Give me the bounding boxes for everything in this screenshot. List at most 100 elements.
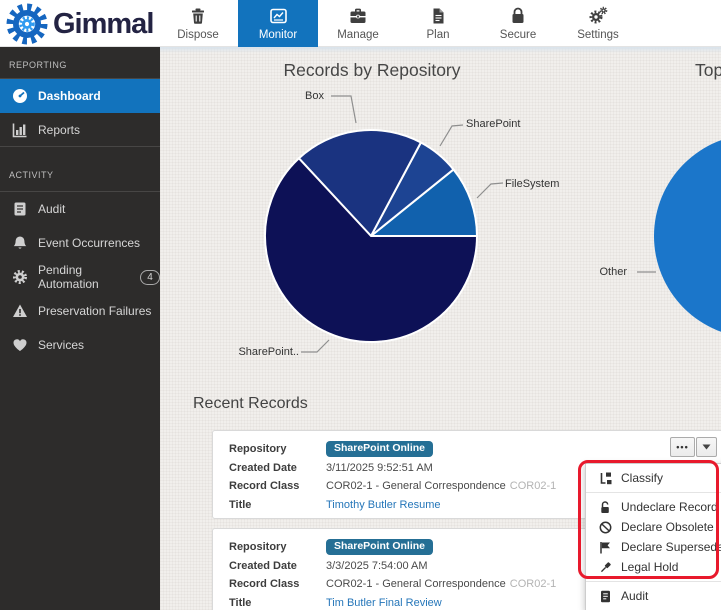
nav-secure[interactable]: Secure — [478, 0, 558, 47]
pie-label-box: Box — [305, 90, 324, 102]
sidebar-item-label: Dashboard — [38, 89, 101, 103]
sidebar-item-pending-automation[interactable]: Pending Automation 4 — [0, 260, 160, 294]
menu-item-legal-hold[interactable]: Legal Hold — [586, 557, 721, 577]
pie-label-sharepoint: SharePoint — [466, 118, 521, 130]
menu-item-declare-obsolete[interactable]: Declare Obsolete — [586, 517, 721, 537]
monitor-icon — [238, 5, 318, 27]
journal-icon — [14, 202, 26, 216]
pie-slice-filesystem[interactable] — [368, 168, 479, 237]
sidebar-section-activity: ACTIVITY — [0, 147, 160, 192]
menu-item-label: Declare Obsolete — [621, 520, 714, 534]
menu-item-undeclare-record[interactable]: Undeclare Record — [586, 497, 721, 517]
sidebar-item-label: Preservation Failures — [38, 304, 152, 318]
menu-item-label: Audit — [621, 589, 649, 603]
gauge-icon — [13, 89, 27, 103]
nav-manage[interactable]: Manage — [318, 0, 398, 47]
menu-item-label: Classify — [621, 471, 664, 485]
record-class-code: COR02-1 — [509, 480, 557, 493]
bell-icon — [13, 236, 27, 249]
heart-icon — [13, 339, 27, 351]
gavel-icon — [600, 561, 611, 572]
field-label: Created Date — [229, 461, 297, 474]
main-content: Records by Repository Top Recent Records… — [160, 47, 721, 610]
menu-item-label: Undeclare Record — [621, 500, 718, 514]
pie-label-leader-line — [476, 182, 504, 199]
pie-label-leader-line — [331, 95, 357, 124]
nav-monitor[interactable]: Monitor — [238, 0, 318, 47]
nav-settings[interactable]: Settings — [558, 0, 638, 47]
sidebar-item-label: Pending Automation — [38, 263, 99, 291]
pie-label-other: Other — [599, 266, 627, 278]
chart-title-records-by-repository: Records by Repository — [283, 60, 461, 80]
sidebar-item-event-occurrences[interactable]: Event Occurrences — [0, 226, 160, 260]
classify-icon — [600, 472, 612, 484]
record-class-value: COR02-1 - General Correspondence — [326, 480, 506, 493]
dropdown-caret-button[interactable] — [696, 437, 717, 457]
pie-slice-other[interactable] — [654, 134, 721, 338]
sidebar-item-reports[interactable]: Reports — [0, 113, 160, 147]
nav-label: Plan — [426, 29, 450, 41]
menu-item-classify[interactable]: Classify — [586, 468, 721, 488]
record-class-code: COR02-1 — [509, 578, 557, 591]
pie-label-sharepoint-: SharePoint.. — [238, 346, 299, 358]
document-icon — [398, 5, 478, 27]
menu-item-audit[interactable]: Audit — [586, 586, 721, 606]
lock-icon — [478, 5, 558, 27]
field-label: Title — [229, 498, 252, 511]
record-title-link[interactable]: Tim Butler Final Review — [326, 596, 442, 609]
sidebar-item-audit[interactable]: Audit — [0, 192, 160, 226]
created-date-value: 3/11/2025 9:52:51 AM — [326, 461, 433, 474]
sidebar-section-reporting: REPORTING — [0, 47, 160, 79]
chart-title-top: Top — [695, 60, 721, 80]
sidebar-item-label: Services — [38, 338, 85, 352]
menu-item-declare-superseded[interactable]: Declare Superseded — [586, 537, 721, 557]
caret-down-icon — [702, 444, 711, 450]
sidebar-item-preservation-failures[interactable]: Preservation Failures — [0, 294, 160, 328]
nav-label: Dispose — [177, 29, 219, 41]
flag-icon — [600, 541, 610, 553]
trash-icon — [158, 5, 238, 27]
field-label: Repository — [229, 541, 287, 554]
pie-slice-box[interactable] — [297, 129, 423, 238]
no-symbol-icon — [599, 521, 612, 533]
menu-separator — [586, 492, 721, 493]
nav-label: Settings — [577, 29, 619, 41]
menu-separator — [586, 581, 721, 582]
more-options-button[interactable]: ••• — [670, 437, 695, 457]
logo-text: Gimmal — [53, 7, 154, 40]
menu-item-label: Declare Superseded — [621, 540, 721, 554]
pending-automation-count-badge: 4 — [140, 269, 160, 285]
sidebar-item-dashboard[interactable]: Dashboard — [0, 79, 160, 113]
gear-icon — [13, 270, 27, 284]
nav-dispose[interactable]: Dispose — [158, 0, 238, 47]
nav-label: Monitor — [258, 29, 298, 41]
gears-icon — [558, 5, 638, 27]
field-label: Created Date — [229, 559, 297, 572]
record-class-value: COR02-1 - General Correspondence — [326, 578, 506, 591]
pie-label-leader-line — [439, 124, 464, 147]
pie-label-leader-line — [301, 339, 330, 353]
journal-icon — [601, 590, 610, 602]
warning-icon — [13, 304, 27, 317]
top-nav: Dispose Monitor Manage Plan Secure — [158, 0, 638, 47]
gimmal-logo[interactable]: Gimmal — [6, 2, 154, 46]
nav-label: Manage — [337, 29, 379, 41]
field-label: Repository — [229, 443, 287, 456]
record-title-link[interactable]: Timothy Butler Resume — [326, 498, 441, 511]
sidebar: REPORTING Dashboard Reports ACTIVITY Aud… — [0, 47, 160, 610]
pie-slice-sharepoint-[interactable] — [264, 156, 479, 343]
field-label: Record Class — [229, 578, 300, 591]
bar-chart-icon — [12, 123, 27, 137]
repository-badge: SharePoint Online — [326, 441, 434, 458]
app-header: Gimmal Dispose Monitor Manage Plan — [0, 0, 721, 47]
repository-badge: SharePoint Online — [326, 539, 434, 556]
sidebar-item-services[interactable]: Services — [0, 328, 160, 362]
recent-records-heading: Recent Records — [193, 395, 308, 412]
sidebar-item-label: Audit — [38, 202, 66, 216]
field-label: Title — [229, 596, 252, 609]
nav-plan[interactable]: Plan — [398, 0, 478, 47]
field-label: Record Class — [229, 480, 300, 493]
sidebar-item-label: Event Occurrences — [38, 236, 141, 250]
gimmal-gear-icon — [6, 3, 48, 45]
nav-label: Secure — [499, 29, 537, 41]
